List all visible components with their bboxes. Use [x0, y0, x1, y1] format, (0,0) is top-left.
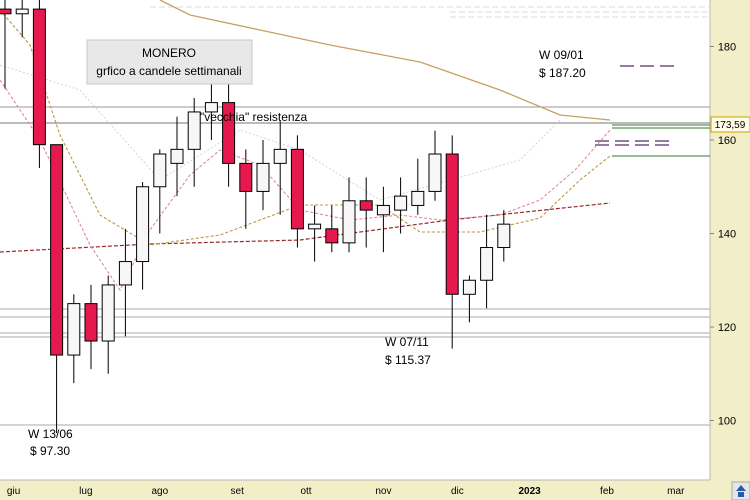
scroll-corner-button[interactable] [731, 481, 750, 500]
candle-up [15, 8, 29, 15]
x-tick-label: lug [79, 486, 92, 497]
x-tick-label: feb [600, 486, 614, 497]
current-price-label: 173,59 [715, 120, 746, 131]
candle-up [204, 102, 218, 113]
candle-down [50, 144, 64, 356]
candle-up [308, 223, 322, 230]
ma-slow-line [159, 0, 611, 121]
candle-up [118, 261, 132, 286]
candle-up [411, 190, 425, 206]
candle-up [101, 284, 115, 342]
candle-up [462, 279, 476, 295]
candle-up [342, 200, 356, 244]
candle-down [359, 200, 373, 211]
candles-layer [0, 0, 511, 434]
ma-fast-line [0, 79, 611, 292]
annotation-low-nov-price: $ 115.37 [385, 353, 431, 367]
y-axis-strip [710, 0, 750, 500]
candle-up [136, 186, 150, 263]
candle-down [290, 148, 304, 230]
x-tick-label: giu [7, 486, 20, 497]
annotation-low-jun-date: W 13/06 [28, 427, 73, 441]
candle-up [480, 247, 494, 281]
candle-down [239, 162, 253, 192]
candle-down [222, 102, 236, 164]
candle-up [67, 303, 81, 356]
y-tick-label: 140 [718, 229, 736, 241]
x-tick-label: nov [375, 486, 391, 497]
title-box: MONERO grfico a candele settimanali [86, 39, 253, 85]
x-tick-label: dic [451, 486, 464, 497]
x-tick-label: mar [667, 486, 685, 497]
annotation-high-jan-date: W 09/01 [539, 48, 584, 62]
x-tick-label: ago [151, 486, 168, 497]
x-axis-ticks: giu lug ago set ott nov dic 2023 feb mar [7, 486, 685, 497]
candle-up [376, 204, 390, 216]
candle-down [84, 303, 98, 342]
arrow-up-icon [736, 485, 746, 491]
annotation-low-jun-price: $ 97.30 [30, 444, 70, 458]
x-tick-label: 2023 [518, 486, 541, 497]
candle-up [256, 162, 270, 192]
y-tick-label: 120 [718, 322, 736, 334]
y-tick-label: 180 [718, 42, 736, 54]
x-tick-label: set [231, 486, 245, 497]
candle-up [153, 153, 167, 188]
candle-up [497, 223, 511, 249]
x-tick-label: ott [300, 486, 311, 497]
candle-up [273, 148, 287, 164]
y-tick-label: 160 [718, 135, 736, 147]
annotation-low-nov-date: W 07/11 [385, 335, 429, 349]
y-axis-ticks: 100120140160180200220 [710, 42, 736, 428]
chart-title: MONERO [142, 46, 196, 60]
annotation-resistance: "vecchia" resistenza [200, 110, 308, 124]
candle-up [170, 148, 184, 164]
horizontal-levels [0, 6, 710, 426]
ma-long-line [0, 202, 611, 253]
candle-down [445, 153, 459, 295]
current-price-tag: 173,59 [710, 116, 750, 133]
candle-up [394, 195, 408, 211]
candle-down [325, 228, 339, 244]
chart-subtitle: grfico a candele settimanali [96, 64, 241, 78]
y-tick-label: 100 [718, 416, 736, 428]
candle-up [428, 153, 442, 192]
candle-down [0, 8, 12, 15]
candle-up [187, 111, 201, 150]
candle-down [32, 8, 46, 146]
ma-mid-line [0, 9, 611, 246]
x-axis-strip [0, 480, 710, 500]
annotation-high-jan-price: $ 187.20 [539, 66, 586, 80]
